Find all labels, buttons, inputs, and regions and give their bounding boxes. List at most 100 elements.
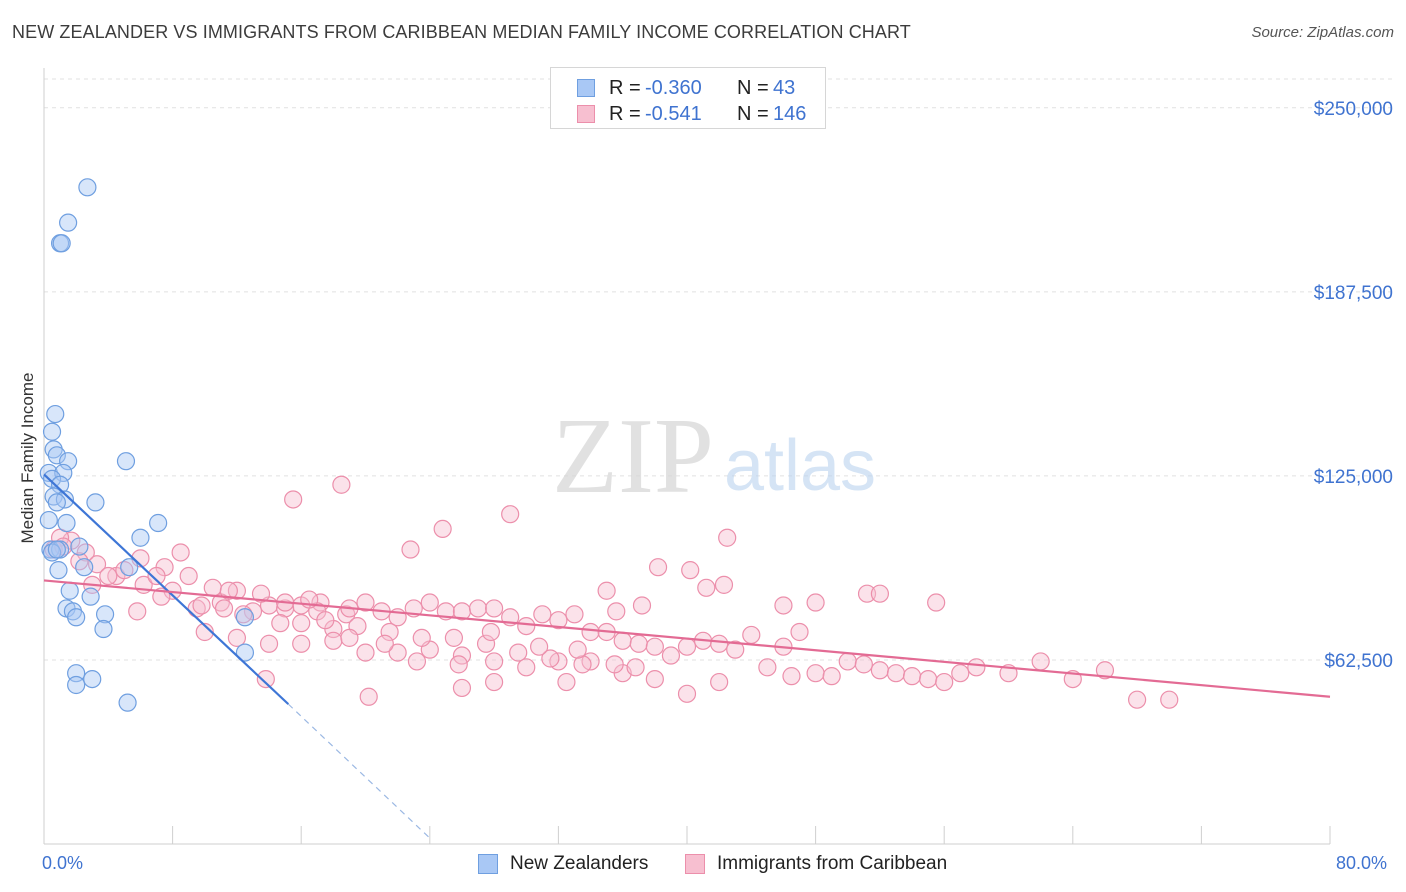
- new-zealander-point: [60, 581, 79, 600]
- caribbean-point: [340, 628, 359, 647]
- caribbean-point: [356, 593, 375, 612]
- grid-lines: [44, 78, 1396, 661]
- caribbean-point: [857, 584, 877, 603]
- new-zealander-point: [75, 558, 94, 577]
- caribbean-point: [951, 664, 970, 683]
- new-zealander-point: [52, 234, 71, 253]
- caribbean-point: [967, 658, 986, 677]
- new-zealander-point: [49, 561, 68, 580]
- caribbean-point: [806, 593, 825, 612]
- caribbean-point: [356, 643, 375, 662]
- y-tick-label: $125,000: [1314, 467, 1393, 488]
- watermark-zip: ZIP: [552, 397, 714, 516]
- caribbean-point: [605, 655, 624, 674]
- new-zealander-point: [118, 693, 137, 712]
- caribbean-point: [359, 687, 378, 706]
- watermark: ZIP atlas: [552, 397, 876, 516]
- bottom-legend-swatch-blue: [478, 854, 498, 874]
- caribbean-point: [407, 652, 427, 671]
- caribbean-point: [485, 599, 504, 618]
- caribbean-point: [919, 669, 938, 689]
- caribbean-point: [401, 540, 420, 559]
- caribbean-point: [449, 655, 468, 674]
- caribbean-point: [710, 634, 729, 653]
- legend-r-value: -0.541: [645, 102, 702, 125]
- legend-n-value: 43: [773, 76, 796, 99]
- x-tick-max: 80.0%: [1336, 853, 1388, 873]
- legend-n-label: N =: [737, 102, 769, 125]
- caribbean-point: [324, 631, 343, 650]
- caribbean-point: [115, 561, 134, 580]
- new-zealander-point: [47, 446, 66, 465]
- caribbean-point: [433, 519, 452, 539]
- legend-swatch-pink: [577, 105, 595, 123]
- caribbean-point: [661, 646, 681, 665]
- y-tick-label: $250,000: [1314, 99, 1393, 120]
- caribbean-point: [452, 678, 472, 698]
- caribbean-point: [485, 672, 504, 692]
- bottom-legend-swatch-pink: [685, 854, 705, 874]
- caribbean-point: [697, 578, 716, 597]
- new-zealander-point: [149, 513, 168, 533]
- new-zealander-trend-extension: [287, 703, 431, 839]
- new-zealander-point: [67, 608, 86, 627]
- caribbean-point: [284, 490, 303, 509]
- new-zealander-point: [57, 513, 76, 533]
- new-zealander-point: [42, 422, 62, 441]
- bottom-legend-label: Immigrants from Caribbean: [717, 853, 948, 874]
- caribbean-point: [70, 552, 89, 571]
- legend-r-value: -0.360: [645, 76, 702, 99]
- caribbean-point: [259, 634, 279, 653]
- new-zealander-point: [39, 510, 58, 530]
- x-tick-min: 0.0%: [42, 853, 84, 873]
- caribbean-point: [648, 558, 668, 577]
- caribbean-point: [758, 658, 777, 677]
- new-zealander-point: [131, 528, 150, 547]
- legend-row-new-zealanders: R = -0.360 N = 43: [577, 75, 795, 101]
- y-tick-label: $62,500: [1324, 651, 1393, 672]
- trend-lines: [43, 473, 1331, 839]
- watermark-atlas: atlas: [724, 426, 876, 506]
- new-zealander-point: [50, 475, 70, 494]
- legend-n-label: N =: [737, 76, 769, 99]
- caribbean-point: [292, 634, 311, 653]
- caribbean-point: [214, 599, 234, 618]
- caribbean-point: [147, 566, 166, 586]
- new-zealander-trend-line: [43, 473, 290, 705]
- new-zealander-point: [42, 543, 62, 562]
- bottom-legend-caribbean: Immigrants from Caribbean: [685, 852, 947, 876]
- caribbean-point: [782, 667, 801, 686]
- new-zealander-point: [86, 493, 105, 512]
- new-zealander-point: [41, 540, 60, 559]
- source-label: Source: ZipAtlas.com: [1251, 24, 1394, 41]
- caribbean-point: [838, 652, 857, 671]
- caribbean-point: [927, 593, 946, 612]
- new-zealander-point: [95, 605, 115, 624]
- new-zealander-point: [47, 540, 66, 559]
- caribbean-point: [726, 640, 745, 659]
- caribbean-point: [256, 669, 275, 689]
- new-zealander-point: [83, 669, 102, 689]
- caribbean-point: [501, 505, 520, 524]
- new-zealander-point: [94, 619, 113, 639]
- correlation-legend: R = -0.360 N = 43 R = -0.541 N = 146: [550, 67, 826, 129]
- caribbean-point: [251, 584, 271, 603]
- caribbean-point: [219, 581, 238, 600]
- legend-r-label: R =: [609, 102, 641, 125]
- caribbean-point: [388, 643, 407, 662]
- legend-swatch-blue: [577, 79, 595, 97]
- caribbean-point: [468, 599, 488, 618]
- caribbean-point: [597, 581, 616, 600]
- caribbean-point: [292, 614, 311, 633]
- new-zealander-point: [54, 463, 73, 483]
- legend-n-value: 146: [773, 102, 807, 125]
- caribbean-point: [870, 661, 890, 680]
- caribbean-point: [332, 475, 351, 494]
- caribbean-point: [557, 672, 576, 692]
- new-zealander-point: [47, 493, 66, 512]
- caribbean-point: [99, 566, 118, 586]
- new-zealander-point: [120, 558, 139, 577]
- caribbean-point: [613, 631, 632, 650]
- caribbean-point: [742, 625, 761, 645]
